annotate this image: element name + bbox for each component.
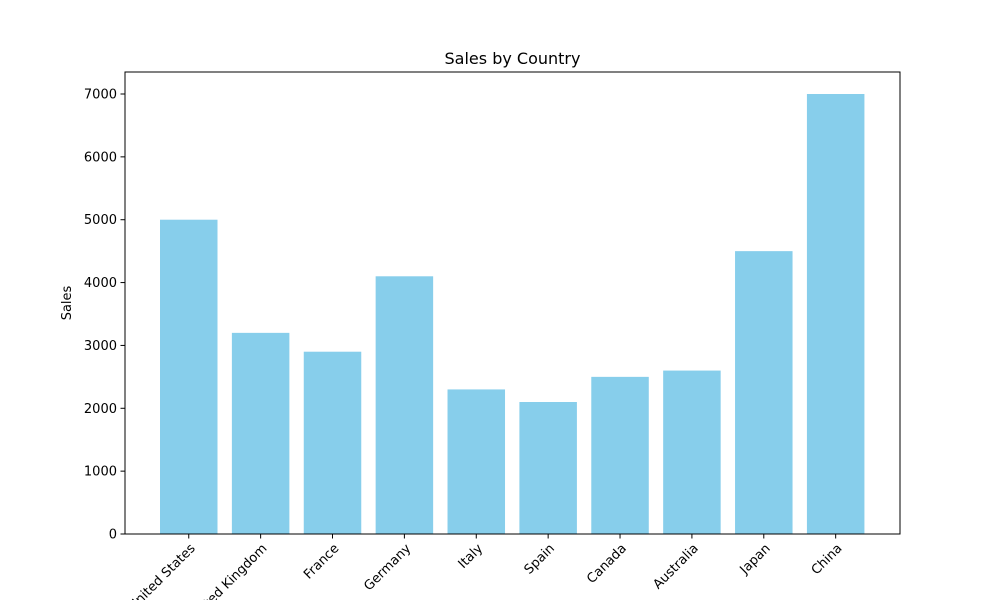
x-tick-label-united-states: United States [126, 541, 199, 600]
y-tick-label: 7000 [84, 88, 117, 103]
bar-japan [735, 251, 793, 534]
y-tick-label: 4000 [84, 276, 117, 291]
x-tick-label-japan: Japan [737, 541, 774, 578]
bar-united-kingdom [231, 332, 290, 534]
y-tick-label: 2000 [84, 402, 117, 417]
chart-title: Sales by Country [445, 49, 581, 68]
y-tick-label: 0 [109, 528, 117, 543]
x-tick-label-united-kingdom: United Kingdom [186, 541, 270, 600]
x-tick-label-italy: Italy [456, 541, 487, 572]
bar-canada [591, 376, 649, 534]
y-axis: 0 1000 2000 3000 4000 5000 6000 7000 [84, 88, 125, 543]
bar-italy [447, 389, 506, 534]
y-tick-label: 6000 [84, 150, 117, 165]
bar-australia [663, 370, 721, 534]
x-tick-label-germany: Germany [361, 541, 414, 594]
y-axis-label: Sales [60, 285, 75, 320]
x-tick-label-australia: Australia [650, 541, 701, 592]
bar-spain [519, 402, 577, 534]
x-tick-label-canada: Canada [584, 541, 630, 587]
x-tick-label-france: France [301, 541, 342, 582]
bar-china [806, 94, 865, 534]
y-tick-label: 1000 [84, 465, 117, 480]
bar-germany [375, 276, 434, 534]
y-tick-label: 3000 [84, 339, 117, 354]
bar-united-states [160, 219, 218, 534]
x-tick-label-china: China [809, 541, 846, 578]
x-tick-label-spain: Spain [522, 541, 558, 577]
bar-france [303, 351, 362, 534]
y-tick-label: 5000 [84, 213, 117, 228]
plot-frame [124, 71, 901, 535]
bars-group [160, 94, 865, 534]
